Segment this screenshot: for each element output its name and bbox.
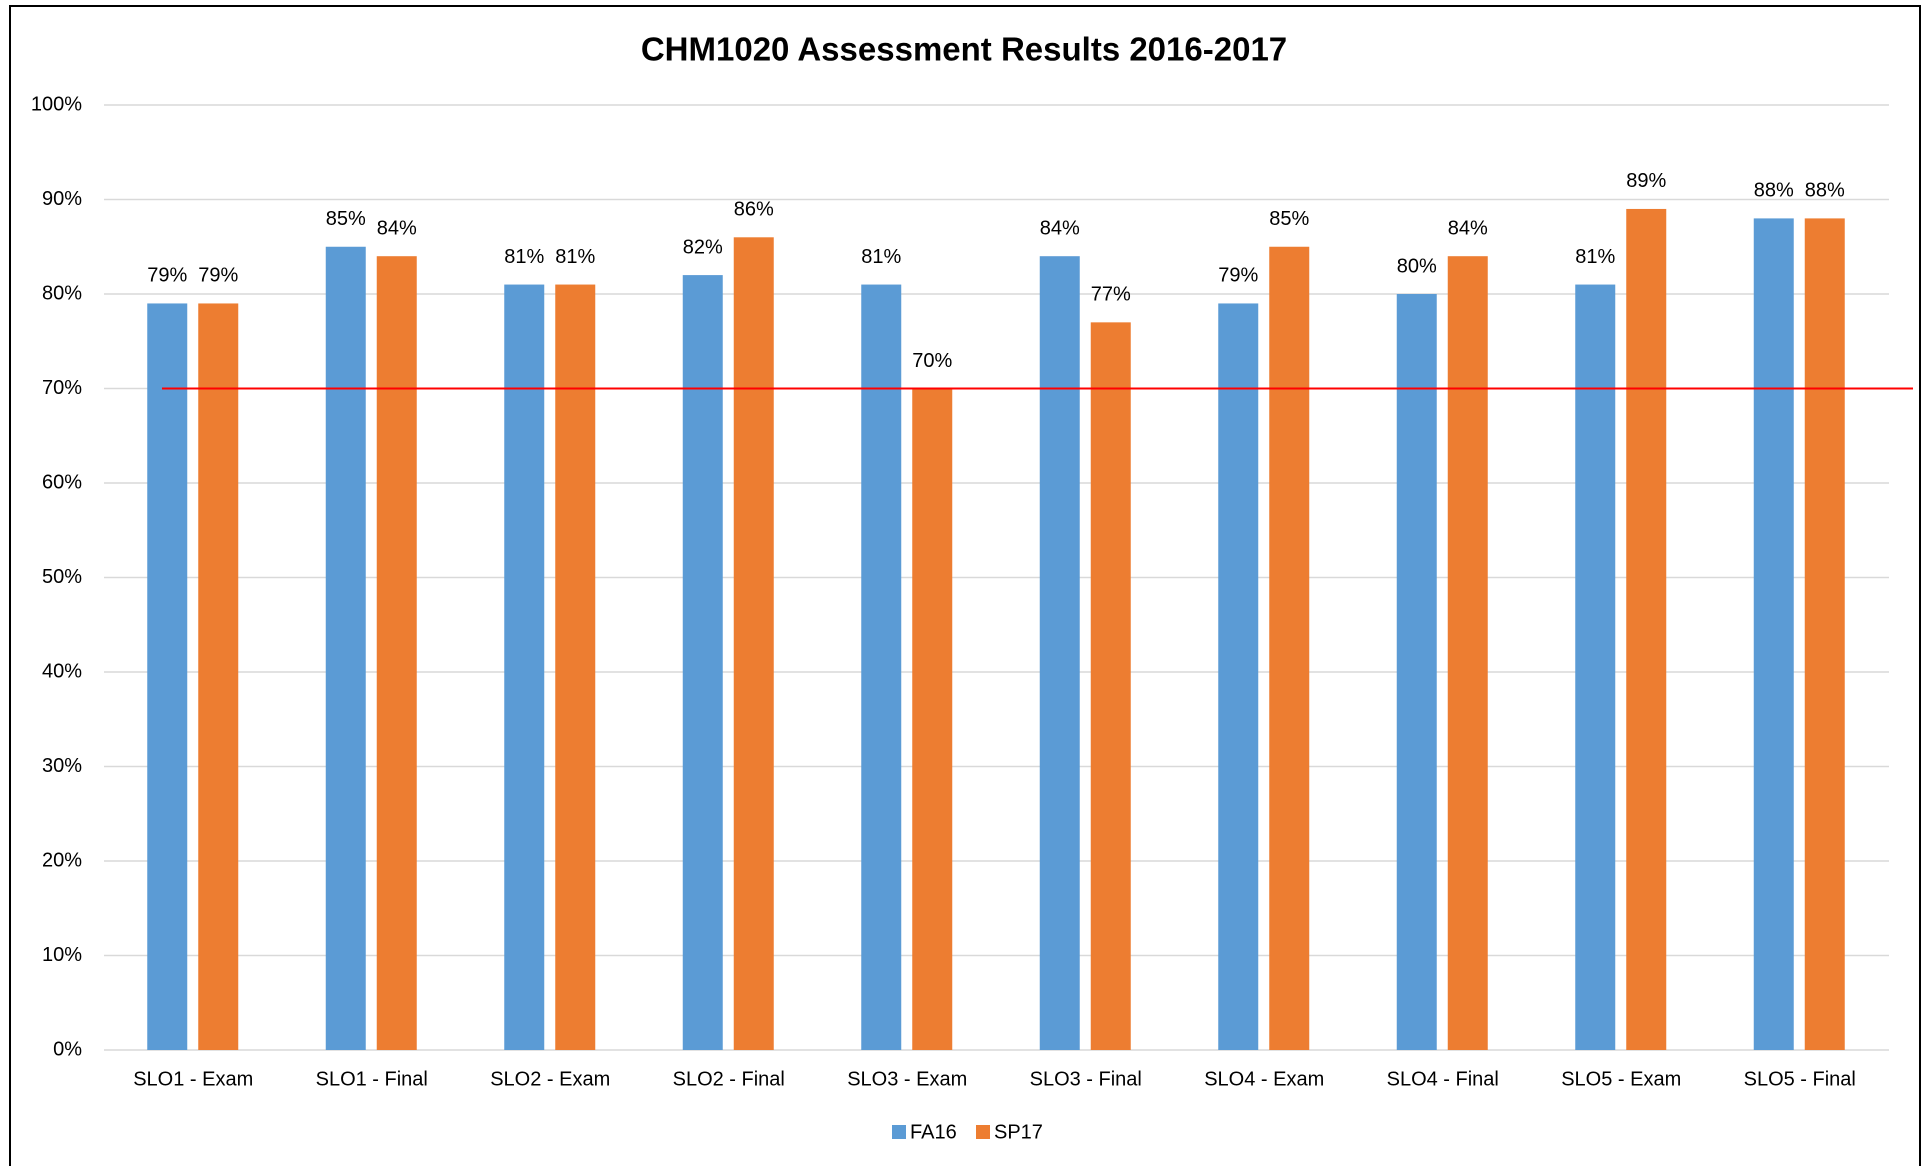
value-label: 84% [1448,217,1488,239]
value-label: 82% [683,236,723,258]
value-label: 79% [198,265,238,287]
bar [912,388,953,1050]
bar [861,284,902,1050]
y-tick-label: 30% [42,755,82,777]
y-tick-label: 80% [42,282,82,304]
bar [1804,218,1845,1050]
bar [1626,208,1667,1050]
value-label: 89% [1626,170,1666,192]
value-label: 84% [377,217,417,239]
legend-label: SP17 [994,1121,1043,1143]
bar [1269,246,1310,1050]
legend-label: FA16 [910,1121,957,1143]
x-tick-label: SLO1 - Exam [133,1068,253,1090]
bar [682,275,723,1051]
x-tick-label: SLO4 - Final [1387,1068,1499,1090]
value-label: 88% [1805,180,1845,202]
value-label: 81% [861,246,901,268]
x-tick-label: SLO4 - Exam [1204,1068,1324,1090]
value-label: 86% [734,199,774,221]
x-tick-label: SLO1 - Final [316,1068,428,1090]
value-label: 79% [147,265,187,287]
y-tick-label: 0% [53,1038,82,1060]
value-label: 88% [1754,180,1794,202]
legend-swatch [892,1125,906,1139]
x-tick-label: SLO3 - Final [1030,1068,1142,1090]
y-tick-label: 40% [42,660,82,682]
bar [198,303,239,1050]
bar [1090,322,1131,1051]
value-label: 85% [1269,208,1309,230]
y-tick-label: 90% [42,188,82,210]
bar [1396,294,1437,1050]
value-label: 80% [1397,255,1437,277]
y-tick-label: 10% [42,944,82,966]
y-tick-label: 50% [42,566,82,588]
y-tick-label: 60% [42,471,82,493]
y-tick-label: 70% [42,377,82,399]
legend-swatch [976,1125,990,1139]
value-label: 81% [504,246,544,268]
x-tick-label: SLO5 - Exam [1561,1068,1681,1090]
y-tick-label: 20% [42,849,82,871]
bar [1218,303,1259,1050]
x-tick-label: SLO2 - Final [673,1068,785,1090]
value-label: 81% [555,246,595,268]
bar [147,303,188,1050]
bar [1039,256,1080,1050]
chart-title: CHM1020 Assessment Results 2016-2017 [641,31,1287,68]
bar [325,246,366,1050]
bar [1575,284,1616,1050]
bar [1753,218,1794,1050]
chart-border [9,5,1921,1166]
value-label: 84% [1040,217,1080,239]
bar [376,256,417,1050]
value-label: 79% [1218,265,1258,287]
value-label: 81% [1575,246,1615,268]
x-tick-label: SLO2 - Exam [490,1068,610,1090]
bar [1447,256,1488,1050]
value-label: 77% [1091,284,1131,306]
y-tick-label: 100% [31,93,82,115]
bar [504,284,545,1050]
bar [733,237,774,1051]
value-label: 70% [912,350,952,372]
bar [555,284,596,1050]
value-label: 85% [326,208,366,230]
x-tick-label: SLO5 - Final [1744,1068,1856,1090]
x-tick-label: SLO3 - Exam [847,1068,967,1090]
